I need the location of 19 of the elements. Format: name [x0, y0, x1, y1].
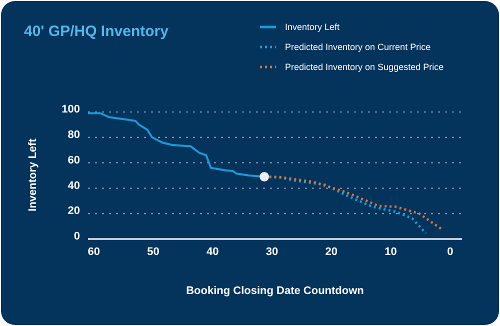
x-tick-label: 20 [325, 246, 338, 258]
y-tick-label: 40 [68, 180, 80, 192]
x-tick-label: 60 [88, 246, 100, 258]
legend-label: Predicted Inventory on Current Price [285, 42, 431, 52]
y-tick-label: 60 [68, 154, 80, 166]
chart-title: 40' GP/HQ Inventory [24, 23, 170, 40]
y-tick-label: 0 [74, 230, 80, 243]
legend-label: Predicted Inventory on Suggested Price [285, 62, 444, 72]
x-tick-label: 40 [206, 246, 219, 258]
y-tick-label: 100 [62, 104, 80, 116]
y-tick-label: 80 [68, 128, 80, 141]
x-tick-label: 10 [384, 246, 397, 258]
y-axis-title: Inventory Left [27, 138, 39, 212]
x-tick-label: 30 [266, 246, 278, 258]
x-tick-label: 50 [147, 246, 160, 258]
legend-label: Inventory Left [285, 22, 340, 32]
x-axis-title: Booking Closing Date Countdown [186, 285, 364, 297]
y-tick-label: 20 [68, 205, 80, 218]
x-tick-label: 0 [447, 246, 454, 258]
